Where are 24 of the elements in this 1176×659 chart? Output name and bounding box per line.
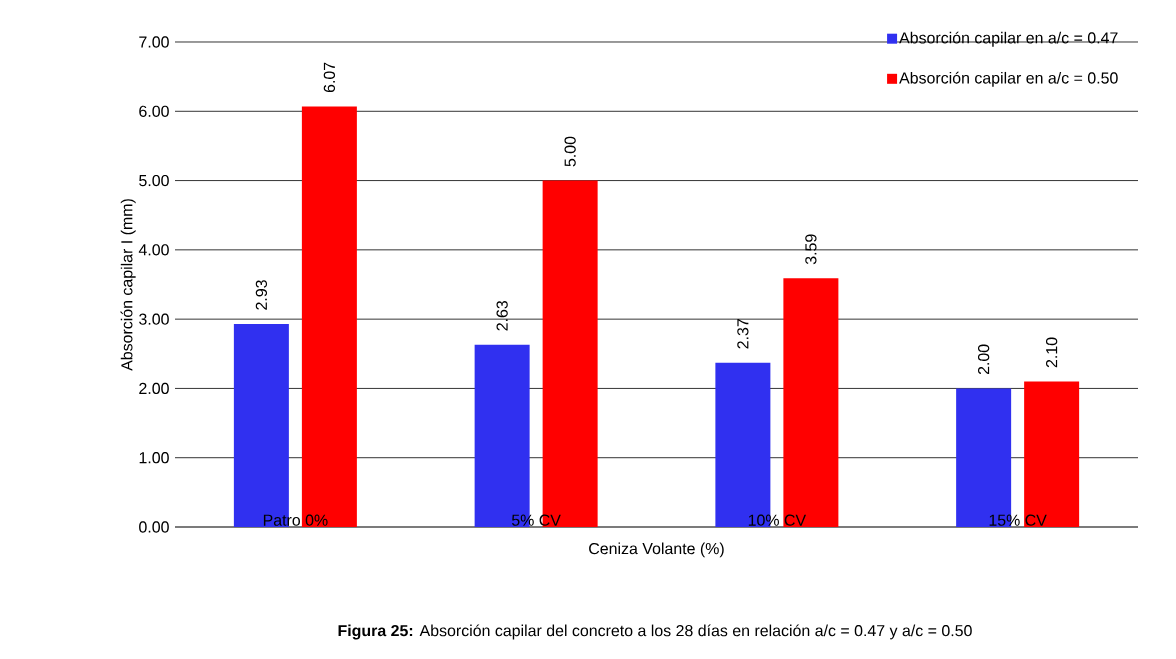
data-label: 2.93 (255, 280, 268, 310)
data-label: 3.59 (805, 234, 817, 265)
y-axis-title: Absorción capilar I (mm) (120, 199, 136, 371)
y-tick-label: 6.00 (139, 105, 169, 117)
data-label: 5.00 (564, 136, 576, 167)
bar (783, 278, 839, 527)
bar (1024, 381, 1080, 527)
y-tick-label: 7.00 (139, 36, 169, 48)
y-tick-label: 4.00 (138, 244, 169, 256)
data-label: 6.07 (323, 62, 336, 93)
x-axis-title: Ceniza Volante (%) (589, 542, 724, 558)
legend-label: Absorción capilar en a/c = 0.50 (899, 71, 1118, 87)
data-label: 2.63 (496, 300, 508, 331)
legend-label: Absorción capilar en a/c = 0.47 (899, 31, 1118, 47)
y-tick-label: 1.00 (139, 452, 169, 464)
data-label: 2.37 (737, 319, 749, 349)
y-tick-label: 3.00 (139, 313, 169, 325)
y-tick-label: 5.00 (139, 174, 169, 187)
text: Figura 25: Absorción capilar del concreto a los 28 días en relación a/c = 0.47 y a/c = 0.50 (338, 624, 972, 640)
y-tick-label: 2.00 (139, 382, 169, 395)
data-label: 2.00 (978, 344, 990, 375)
bar (301, 106, 357, 527)
data-label: 2.10 (1046, 337, 1058, 368)
y-tick-label: 0.00 (139, 521, 169, 533)
